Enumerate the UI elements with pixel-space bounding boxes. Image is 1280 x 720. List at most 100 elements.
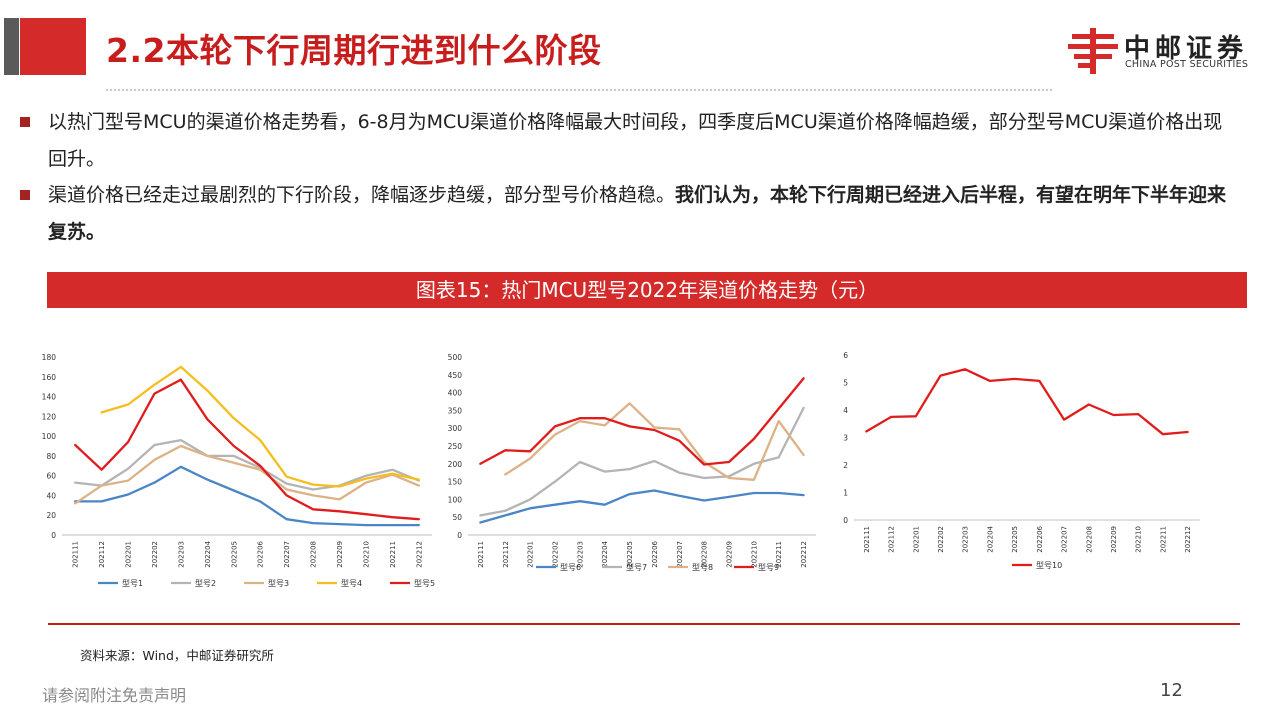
x-tick-label: 202211	[1159, 526, 1167, 553]
x-tick-label: 202201	[912, 526, 920, 553]
x-tick-label: 202211	[389, 541, 397, 568]
x-tick-label: 202209	[1110, 526, 1118, 553]
x-tick-label: 202209	[336, 541, 344, 568]
y-tick-label: 120	[42, 412, 57, 421]
x-tick-label: 202203	[177, 541, 185, 568]
y-tick-label: 100	[42, 432, 57, 441]
x-tick-label: 202208	[1085, 526, 1093, 553]
series-line-型号4	[100, 365, 420, 488]
page-title: 2.2本轮下行周期行进到什么阶段	[106, 31, 602, 70]
x-tick-label: 202210	[362, 541, 370, 568]
y-tick-label: 350	[448, 406, 463, 415]
series-line-型号5	[74, 378, 420, 521]
x-tick-label: 202207	[283, 541, 291, 568]
legend-label: 型号1	[122, 579, 143, 588]
y-tick-label: 250	[448, 442, 463, 451]
x-tick-label: 202207	[1061, 526, 1069, 553]
legend-label: 型号2	[195, 579, 216, 588]
x-tick-label: 202204	[601, 540, 609, 567]
y-tick-label: 450	[448, 371, 463, 380]
x-tick-label: 202112	[888, 526, 896, 553]
x-tick-label: 202210	[1135, 526, 1143, 553]
y-tick-label: 6	[843, 351, 848, 360]
logo-chinese-name: 中邮证券	[1124, 34, 1249, 64]
x-tick-label: 202210	[750, 541, 758, 568]
y-tick-label: 2	[843, 461, 848, 470]
bullet-square-icon	[20, 190, 30, 200]
legend-label: 型号9	[758, 563, 779, 572]
page-number: 12	[1160, 680, 1183, 701]
y-tick-label: 150	[448, 478, 463, 487]
series-line-型号3	[74, 444, 420, 505]
x-tick-label: 202205	[1011, 526, 1019, 553]
y-tick-label: 0	[457, 531, 462, 540]
y-tick-label: 1	[843, 489, 848, 498]
legend-label: 型号7	[626, 563, 647, 572]
chart-2: 0 50 100 150 200 250 300 350 400 450 500 202111 2021…	[448, 353, 816, 572]
x-tick-label: 202207	[676, 541, 684, 568]
bullet-paragraph-1: 以热门型号MCU的渠道价格走势看，6-8月为MCU渠道价格降幅最大时间段，四季度…	[48, 111, 1223, 170]
y-tick-label: 0	[843, 516, 848, 525]
disclaimer-footer: 请参阅附注免责声明	[42, 686, 187, 705]
y-tick-label: 160	[42, 373, 57, 382]
x-tick-label: 202209	[726, 541, 734, 568]
x-tick-label: 202204	[986, 525, 994, 552]
x-tick-label: 202208	[310, 541, 318, 568]
y-tick-label: 400	[448, 389, 463, 398]
y-tick-label: 20	[46, 511, 56, 520]
series-line-型号1	[74, 465, 420, 527]
x-tick-label: 202212	[415, 541, 423, 568]
title-accent-gray	[4, 18, 19, 75]
y-tick-label: 500	[448, 353, 463, 362]
y-tick-label: 50	[452, 513, 462, 522]
x-tick-label: 202203	[576, 541, 584, 568]
x-tick-label: 202111	[72, 541, 80, 568]
legend-label: 型号4	[341, 579, 362, 588]
y-tick-label: 4	[843, 406, 848, 415]
legend-label: 型号5	[414, 579, 435, 588]
x-tick-label: 202111	[477, 541, 485, 568]
x-tick-label: 202205	[230, 541, 238, 568]
series-line-型号2	[74, 438, 420, 491]
chart-3: 0 1 2 3 4 5 6 202111 202112 202201 202202 202203 202…	[843, 351, 1200, 570]
chart-caption-bar: 图表15：热门MCU型号2022年渠道价格走势（元）	[47, 272, 1247, 308]
y-tick-label: 5	[843, 379, 848, 388]
x-tick-label: 202208	[701, 541, 709, 568]
header-divider	[106, 89, 1052, 91]
y-tick-label: 300	[448, 424, 463, 433]
x-tick-label: 202112	[98, 541, 106, 568]
series-line-型号9	[479, 377, 805, 466]
x-tick-label: 202111	[863, 526, 871, 553]
bullet-square-icon	[20, 117, 30, 127]
series-line-型号8	[504, 402, 805, 481]
y-tick-label: 60	[46, 472, 56, 481]
y-tick-label: 0	[51, 531, 56, 540]
x-tick-label: 202212	[1184, 526, 1192, 553]
x-tick-label: 202206	[257, 540, 265, 567]
x-tick-label: 202211	[775, 541, 783, 568]
x-tick-label: 202201	[125, 541, 133, 568]
series-line-型号6	[479, 489, 805, 524]
y-tick-label: 200	[448, 460, 463, 469]
bullet-paragraph-2: 渠道价格已经走过最剧烈的下行阶段，降幅逐步趋缓，部分型号价格趋稳。我们认为，本轮…	[48, 177, 1238, 251]
bullet-2-bold-text: 我们认为，本轮下行周期已经进入后半程，有望在明年下半年迎来复苏。	[48, 184, 1227, 243]
x-tick-label: 202202	[552, 541, 560, 568]
chart-1: 0 20 40 60 80 100 120 140 160 180 202111 202112 2022…	[42, 353, 435, 588]
title-accent-red	[20, 18, 86, 75]
y-tick-label: 40	[46, 491, 56, 500]
company-logo: 中邮证券 CHINA POST SECURITIES	[1068, 28, 1258, 74]
logo-english-name: CHINA POST SECURITIES	[1125, 59, 1249, 70]
x-tick-label: 202202	[937, 526, 945, 553]
legend-label: 型号3	[268, 579, 289, 588]
x-tick-label: 202205	[626, 541, 634, 568]
legend-label: 型号6	[560, 563, 581, 572]
source-note: 资料来源：Wind，中邮证券研究所	[80, 648, 274, 663]
x-tick-label: 202206	[651, 540, 659, 567]
x-tick-label: 202206	[1036, 525, 1044, 552]
footer-red-divider	[48, 623, 1240, 625]
series-line-型号7	[479, 406, 805, 517]
x-tick-label: 202204	[204, 540, 212, 567]
china-post-emblem-icon	[1068, 28, 1118, 74]
bullet-2-normal-text: 渠道价格已经走过最剧烈的下行阶段，降幅逐步趋缓，部分型号价格趋稳。	[48, 184, 676, 206]
x-tick-label: 202202	[151, 541, 159, 568]
